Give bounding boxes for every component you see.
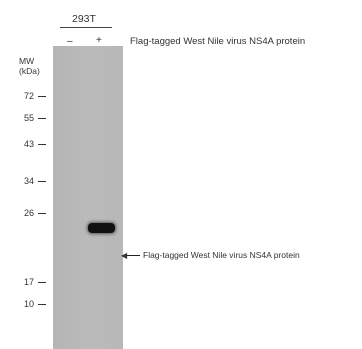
band-annotation-label: Flag-tagged West Nile virus NS4A protein bbox=[143, 250, 300, 260]
marker-label-34: 34 bbox=[23, 176, 34, 186]
marker-label-43: 43 bbox=[23, 139, 34, 149]
mw-title-line1: MW bbox=[19, 56, 35, 66]
gel-blot bbox=[53, 46, 123, 349]
lane-minus-sign: – bbox=[67, 36, 73, 47]
marker-tick-34 bbox=[38, 181, 46, 182]
marker-label-17: 17 bbox=[23, 277, 34, 287]
cell-line-label: 293T bbox=[72, 13, 96, 25]
marker-tick-10 bbox=[38, 304, 46, 305]
marker-label-10: 10 bbox=[23, 299, 34, 309]
marker-tick-55 bbox=[38, 118, 46, 119]
marker-label-55: 55 bbox=[23, 113, 34, 123]
marker-label-26: 26 bbox=[23, 208, 34, 218]
treatment-label: Flag-tagged West Nile virus NS4A protein bbox=[130, 36, 306, 47]
lane-plus-sign: + bbox=[96, 35, 102, 46]
marker-tick-26 bbox=[38, 213, 46, 214]
marker-label-72: 72 bbox=[23, 91, 34, 101]
marker-tick-72 bbox=[38, 96, 46, 97]
mw-title: MW (kDa) bbox=[19, 56, 40, 76]
marker-tick-43 bbox=[38, 144, 46, 145]
protein-band bbox=[88, 223, 115, 233]
band-arrow-line bbox=[124, 255, 140, 256]
cell-line-underline bbox=[60, 27, 112, 28]
arrow-left-icon: ◀ bbox=[121, 251, 128, 260]
marker-tick-17 bbox=[38, 282, 46, 283]
mw-title-line2: (kDa) bbox=[19, 66, 40, 76]
